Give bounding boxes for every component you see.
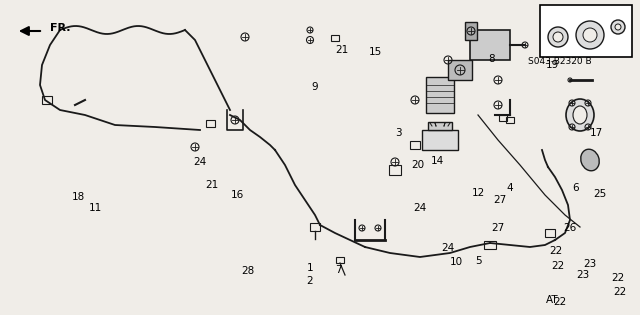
Ellipse shape [580, 149, 599, 171]
Bar [389, 165, 401, 175]
Bar [499, 115, 507, 121]
Text: 11: 11 [88, 203, 102, 213]
Text: 22: 22 [554, 297, 566, 307]
Text: 23: 23 [584, 259, 596, 269]
Bar [426, 77, 454, 113]
Text: 23: 23 [577, 270, 589, 280]
Text: 10: 10 [449, 257, 463, 267]
Ellipse shape [573, 106, 587, 124]
Text: 7: 7 [335, 265, 341, 275]
Text: 1: 1 [307, 263, 314, 273]
Circle shape [548, 27, 568, 47]
Text: 16: 16 [230, 190, 244, 200]
Text: 24: 24 [413, 203, 427, 213]
Circle shape [576, 21, 604, 49]
Text: 8: 8 [489, 54, 495, 64]
Text: 19: 19 [545, 60, 559, 70]
Circle shape [553, 32, 563, 42]
Circle shape [583, 28, 597, 42]
Text: AT: AT [546, 10, 558, 20]
Text: 21: 21 [335, 45, 349, 55]
Bar [448, 60, 472, 80]
Text: 4: 4 [507, 183, 513, 193]
Text: 9: 9 [312, 82, 318, 92]
Text: 12: 12 [472, 188, 484, 198]
Circle shape [611, 20, 625, 34]
Text: S043-B2320 B: S043-B2320 B [528, 58, 592, 66]
Text: 14: 14 [430, 156, 444, 166]
Text: 15: 15 [369, 47, 381, 57]
Text: 2: 2 [307, 276, 314, 286]
Bar [545, 229, 555, 237]
Text: 5: 5 [475, 256, 481, 266]
Text: 22: 22 [611, 273, 625, 283]
Bar [410, 141, 420, 149]
Text: 24: 24 [193, 157, 207, 167]
Bar [484, 241, 496, 249]
Text: 22: 22 [613, 287, 627, 297]
Text: 22: 22 [549, 246, 563, 256]
Text: 27: 27 [493, 195, 507, 205]
Text: 25: 25 [593, 189, 607, 199]
Ellipse shape [566, 99, 594, 131]
Text: 26: 26 [563, 223, 577, 233]
Circle shape [615, 24, 621, 30]
Bar [428, 122, 452, 130]
Text: 18: 18 [72, 192, 84, 202]
Bar [422, 130, 458, 150]
Text: 27: 27 [492, 223, 504, 233]
Text: AT: AT [546, 295, 558, 305]
Text: 21: 21 [205, 180, 219, 190]
Bar [336, 257, 344, 263]
Bar [540, 5, 632, 57]
Text: 3: 3 [395, 128, 401, 138]
Bar [331, 35, 339, 41]
Bar [310, 223, 320, 231]
Text: 24: 24 [442, 243, 454, 253]
Bar [470, 30, 510, 60]
Text: 28: 28 [241, 266, 255, 276]
Bar [465, 22, 477, 40]
Text: 20: 20 [412, 160, 424, 170]
Bar [506, 117, 514, 123]
Text: 6: 6 [573, 183, 579, 193]
Bar [205, 119, 214, 127]
Text: FR.: FR. [50, 23, 70, 33]
Bar [42, 96, 52, 104]
Text: 22: 22 [552, 261, 564, 271]
Text: 17: 17 [589, 128, 603, 138]
